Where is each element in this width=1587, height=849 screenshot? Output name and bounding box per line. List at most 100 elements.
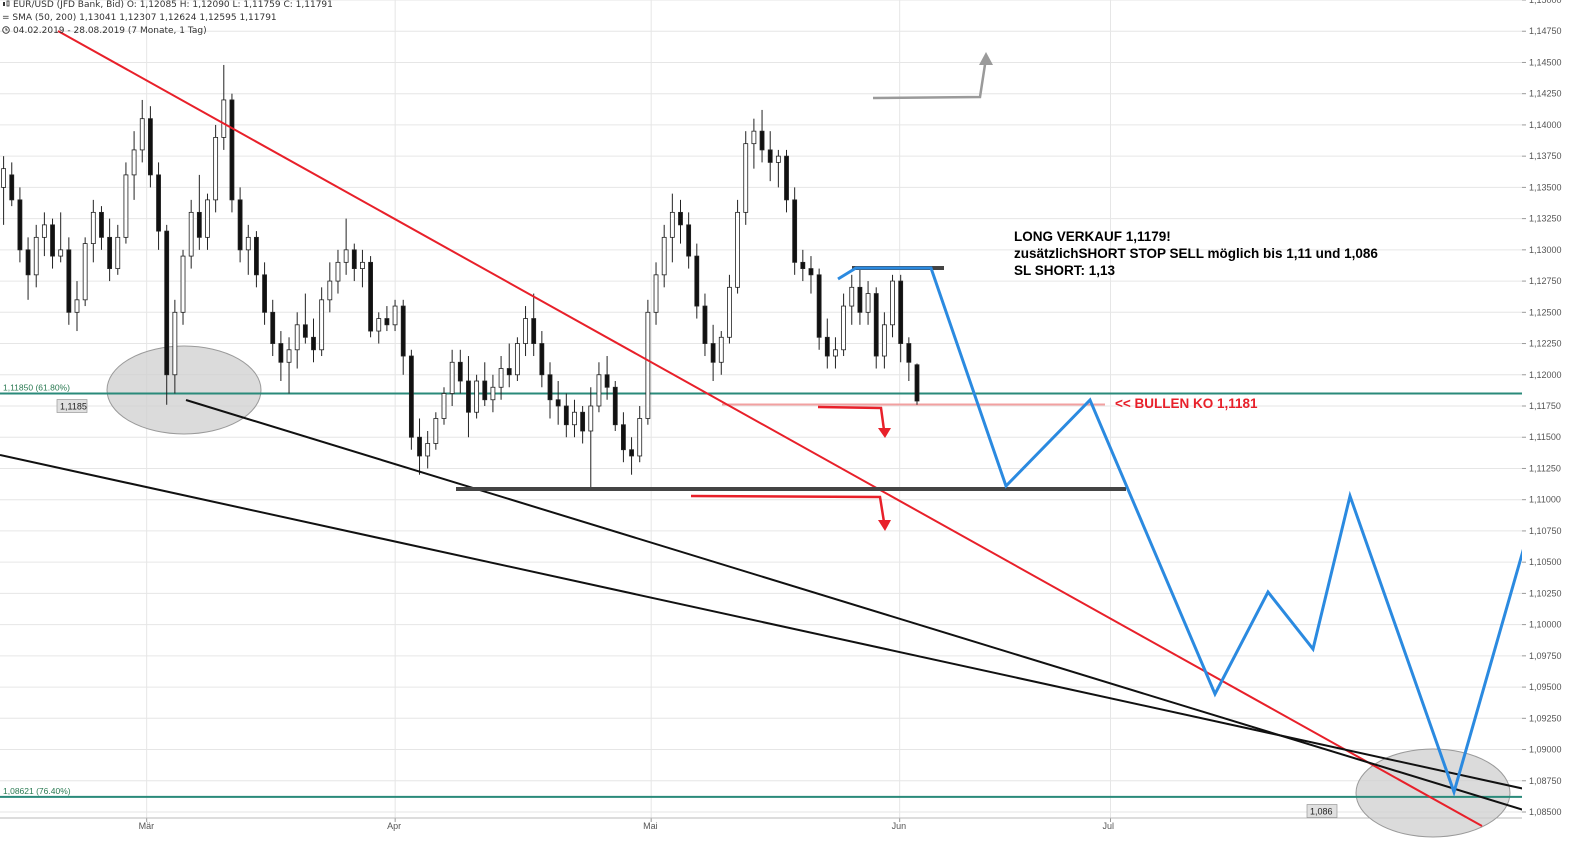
- candle-body: [66, 249, 72, 313]
- candle-body: [474, 380, 480, 413]
- candle-body: [58, 249, 64, 257]
- candle-body: [123, 174, 129, 238]
- candle-body: [808, 268, 814, 276]
- candle-body: [637, 418, 643, 457]
- candle-body: [319, 299, 325, 351]
- indicator-line: = SMA (50, 200) 1,13041 1,12307 1,12624 …: [2, 13, 277, 23]
- y-tick-label: 1,15000: [1529, 0, 1562, 5]
- candle-body: [727, 286, 732, 338]
- period-line: 04.02.2019 - 28.08.2019 (7 Monate, 1 Tag…: [13, 26, 207, 36]
- black-trendline-lower: [0, 454, 1544, 794]
- y-tick-label: 1,12000: [1529, 370, 1562, 380]
- y-tick-label: 1,11750: [1529, 401, 1561, 411]
- candle-body: [580, 411, 586, 432]
- candlestick-icon: [3, 0, 10, 7]
- candle-body: [572, 411, 577, 426]
- candle-body: [645, 311, 651, 419]
- candle-body: [376, 318, 382, 332]
- candle-body: [400, 305, 406, 357]
- month-label: Jul: [1103, 821, 1115, 831]
- candle-body: [767, 149, 773, 163]
- candle-body: [327, 280, 333, 301]
- candle-body: [425, 443, 431, 457]
- candle-body: [547, 374, 553, 401]
- indicator-info: = SMA (50, 200) 1,13041 1,12307 1,12624 …: [2, 13, 277, 24]
- candle-body: [449, 361, 455, 394]
- red-trendline: [57, 30, 1483, 827]
- y-tick-label: 1,14000: [1529, 120, 1562, 130]
- candle-body: [237, 199, 243, 251]
- candle-body: [775, 155, 781, 163]
- candle-body: [539, 343, 545, 376]
- candle-body: [1, 168, 7, 188]
- candle-body: [433, 418, 439, 444]
- candle-body: [25, 249, 31, 276]
- bullen-ko-annotation: << BULLEN KO 1,1181: [1115, 396, 1258, 411]
- candle-body: [107, 236, 113, 269]
- symbol-info: EUR/USD (JFD Bank, Bid) O: 1,12085 H: 1,…: [2, 0, 333, 11]
- black-trendline-upper: [185, 399, 1531, 813]
- candle-body: [612, 386, 618, 426]
- candle-body: [221, 99, 227, 138]
- candle-body: [392, 305, 398, 326]
- y-axis: 1,15000 1,14750 1,14500 1,14250 1,14000 1,137…: [1522, 0, 1587, 844]
- candle-body: [661, 236, 667, 276]
- candle-body: [816, 274, 822, 338]
- candle-body: [9, 174, 15, 201]
- drawings: [0, 30, 1574, 827]
- candle-body: [278, 343, 284, 363]
- period-info: 04.02.2019 - 28.08.2019 (7 Monate, 1 Tag…: [2, 26, 207, 37]
- y-tick-label: 1,09250: [1529, 713, 1562, 723]
- forecast-path: [837, 266, 1569, 797]
- candle-body: [229, 99, 235, 201]
- candle-body: [498, 368, 504, 388]
- candle-body: [718, 336, 724, 363]
- candle-body: [881, 324, 887, 357]
- y-tick-label: 1,14250: [1529, 89, 1562, 99]
- candle-body: [131, 149, 137, 176]
- candle-body: [156, 174, 161, 232]
- candle-body: [254, 236, 259, 276]
- candle-body: [735, 211, 740, 288]
- y-tick-label: 1,13750: [1529, 151, 1562, 161]
- month-label: Apr: [387, 821, 401, 831]
- red-down-arrow-2-head: [878, 520, 891, 531]
- candle-body: [180, 255, 186, 313]
- candle-body: [784, 155, 789, 201]
- candle-body: [441, 393, 447, 419]
- level-label-text: 1,086: [1310, 807, 1333, 817]
- red-down-arrow-1: [817, 405, 886, 431]
- month-label: Jun: [892, 821, 907, 831]
- candle-body: [408, 355, 414, 438]
- y-tick-label: 1,14750: [1529, 26, 1562, 36]
- y-tick-label: 1,09500: [1529, 682, 1562, 692]
- candles: [1, 64, 920, 488]
- annotation-line-1: LONG VERKAUF 1,1179!: [1014, 229, 1171, 244]
- candle-body: [147, 118, 153, 176]
- y-tick-label: 1,08500: [1529, 807, 1562, 817]
- candle-body: [41, 224, 47, 238]
- candle-body: [33, 236, 39, 276]
- candle-body: [669, 211, 675, 238]
- trade-annotation: LONG VERKAUF 1,1179! zusätzlichSHORT STO…: [1014, 228, 1378, 279]
- candle-body: [833, 349, 838, 357]
- y-tick-label: 1,13500: [1529, 182, 1562, 192]
- level-label-box: [1306, 804, 1338, 818]
- y-tick-label: 1,09000: [1529, 745, 1562, 755]
- candle-body: [466, 380, 471, 413]
- candle-body: [751, 130, 757, 145]
- grey-up-arrow-line: [872, 57, 988, 100]
- candle-body: [686, 224, 692, 257]
- candle-body: [90, 211, 96, 245]
- y-axis-bg: [1522, 0, 1587, 844]
- candle-body: [74, 299, 80, 313]
- candle-body: [898, 280, 904, 344]
- candle-body: [710, 343, 716, 363]
- candle-body: [604, 374, 610, 388]
- candle-body: [873, 293, 879, 357]
- y-tick-label: 1,12750: [1529, 276, 1562, 286]
- candle-body: [678, 211, 683, 226]
- candle-body: [360, 261, 365, 269]
